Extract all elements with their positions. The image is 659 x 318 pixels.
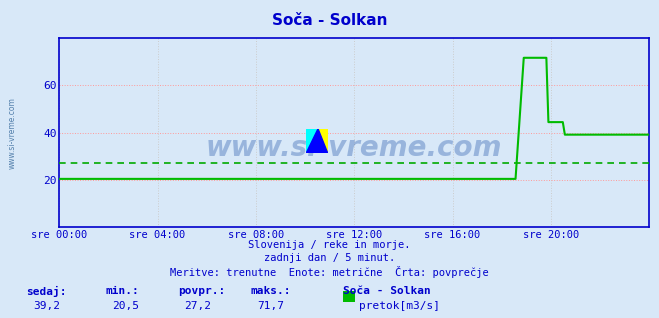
Text: min.:: min.: (105, 286, 139, 296)
Text: sedaj:: sedaj: (26, 286, 67, 297)
Text: pretok[m3/s]: pretok[m3/s] (359, 301, 440, 310)
Polygon shape (306, 129, 328, 153)
Text: 27,2: 27,2 (185, 301, 212, 310)
Text: www.si-vreme.com: www.si-vreme.com (206, 134, 502, 162)
Text: povpr.:: povpr.: (178, 286, 225, 296)
Text: www.si-vreme.com: www.si-vreme.com (8, 98, 17, 169)
Text: zadnji dan / 5 minut.: zadnji dan / 5 minut. (264, 253, 395, 263)
Text: Soča - Solkan: Soča - Solkan (343, 286, 430, 296)
Text: Meritve: trenutne  Enote: metrične  Črta: povprečje: Meritve: trenutne Enote: metrične Črta: … (170, 266, 489, 278)
Text: Soča - Solkan: Soča - Solkan (272, 13, 387, 28)
Text: Slovenija / reke in morje.: Slovenija / reke in morje. (248, 240, 411, 250)
Text: 71,7: 71,7 (257, 301, 284, 310)
Polygon shape (306, 129, 328, 153)
Polygon shape (306, 129, 318, 153)
Text: 20,5: 20,5 (112, 301, 139, 310)
Text: maks.:: maks.: (250, 286, 291, 296)
Text: 39,2: 39,2 (33, 301, 60, 310)
